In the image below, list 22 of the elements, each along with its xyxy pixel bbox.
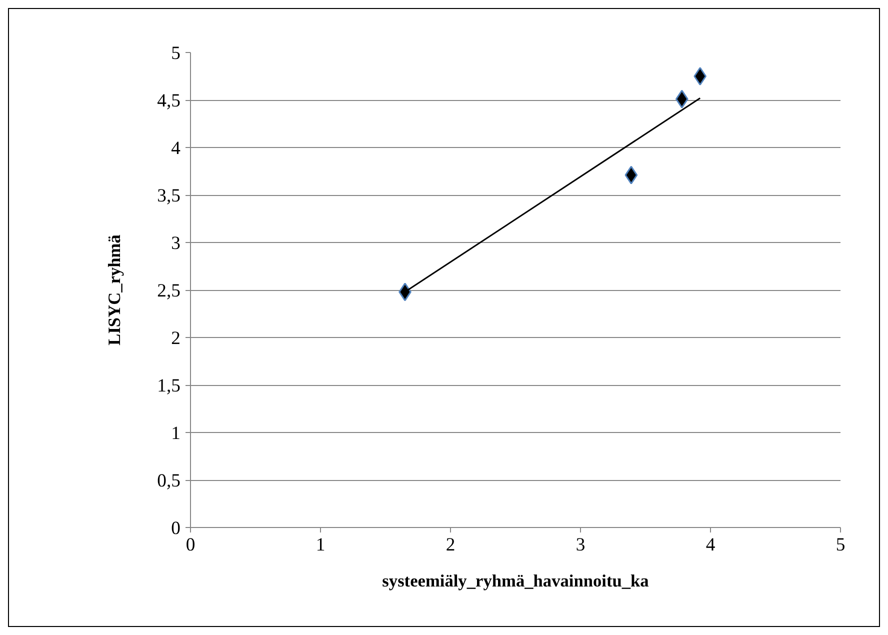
- x-tick-label: 3: [576, 534, 586, 556]
- point: [675, 90, 688, 108]
- y-tick-label: 1: [171, 423, 180, 444]
- y-tick-label: 0: [171, 518, 180, 539]
- y-tick-label: 0,5: [157, 470, 181, 492]
- x-tick-label: 1: [316, 534, 326, 556]
- y-tick-label: 4,5: [157, 90, 181, 112]
- point: [694, 67, 707, 86]
- x-axis-title: systeemiäly_ryhmä_havainnoitu_ka: [382, 572, 650, 590]
- x-tick-label: 0: [186, 534, 196, 556]
- point: [624, 166, 638, 184]
- y-tick-label: 1,5: [157, 376, 181, 396]
- y-axis-title: LISYC_ryhmä: [105, 234, 124, 346]
- y-tick-label: 4: [171, 138, 182, 159]
- y-tick-label: 3: [171, 233, 180, 254]
- x-tick-label: 2: [446, 534, 456, 556]
- y-tick-label: 2,5: [157, 280, 181, 302]
- x-tick-label: 4: [706, 534, 716, 556]
- y-tick-label: 5: [171, 43, 180, 64]
- x-tick-label: 5: [836, 534, 846, 556]
- y-tick-label: 3,5: [157, 186, 181, 206]
- y-tick-label: 2: [171, 328, 180, 349]
